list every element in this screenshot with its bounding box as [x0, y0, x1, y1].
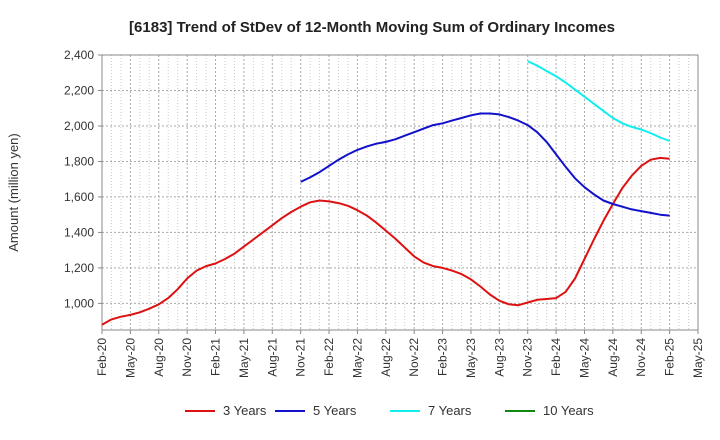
legend-item-3-years: 3 Years: [185, 403, 267, 418]
x-tick-label: Feb-21: [209, 338, 223, 376]
y-tick-label: 1,400: [64, 225, 94, 239]
y-tick-label: 2,200: [64, 83, 94, 97]
series-line-3-years: [101, 156, 670, 326]
series-lines: [101, 60, 670, 326]
plot-area: [101, 54, 699, 331]
y-tick-label: 2,000: [64, 119, 94, 133]
x-tick-label: Feb-24: [549, 338, 563, 376]
x-tick-label: Nov-23: [521, 338, 535, 377]
y-axis: 1,000 1,200 1,400 1,600 1,800 2,000 2,200 2,400: [64, 48, 102, 310]
y-tick-label: 1,600: [64, 190, 94, 204]
x-tick-label: Aug-23: [492, 338, 506, 377]
x-tick-label: Nov-20: [180, 338, 194, 377]
x-axis: Feb-20 May-20 Aug-20 Nov-20 Feb-21 May-21 Aug-…: [95, 330, 705, 378]
grid: [101, 54, 699, 330]
x-tick-label: May-22: [350, 338, 364, 378]
series-line-5-years: [300, 112, 670, 217]
x-tick-label: May-21: [237, 338, 251, 378]
y-tick-label: 2,400: [64, 48, 94, 62]
x-tick-label: Nov-24: [634, 338, 648, 377]
legend-label: 5 Years: [313, 403, 357, 418]
legend-item-5-years: 5 Years: [275, 403, 357, 418]
x-tick-label: Feb-23: [436, 338, 450, 376]
x-tick-label: May-20: [123, 338, 137, 378]
chart-title: [6183] Trend of StDev of 12-Month Moving…: [129, 19, 615, 36]
legend-label: 7 Years: [428, 403, 472, 418]
x-tick-label: Aug-24: [606, 338, 620, 377]
x-tick-label: Nov-21: [294, 338, 308, 377]
x-tick-label: Feb-22: [322, 338, 336, 376]
x-tick-label: Aug-21: [265, 338, 279, 377]
x-tick-label: May-24: [577, 338, 591, 378]
legend-label: 3 Years: [223, 403, 267, 418]
x-tick-label: Aug-20: [152, 338, 166, 377]
x-tick-label: Nov-22: [407, 338, 421, 377]
x-tick-label: Aug-22: [379, 338, 393, 377]
legend-item-10-years: 10 Years: [505, 403, 594, 418]
x-tick-label: May-25: [691, 338, 705, 378]
legend-item-7-years: 7 Years: [390, 403, 472, 418]
y-tick-label: 1,200: [64, 261, 94, 275]
x-tick-label: May-23: [464, 338, 478, 378]
x-tick-label: Feb-25: [663, 338, 677, 376]
legend: 3 Years 5 Years 7 Years 10 Years: [185, 403, 594, 418]
y-tick-label: 1,800: [64, 154, 94, 168]
series-line-7-years: [527, 60, 670, 142]
y-tick-label: 1,000: [64, 296, 94, 310]
y-axis-label: Amount (million yen): [6, 133, 21, 252]
x-tick-label: Feb-20: [95, 338, 109, 376]
legend-label: 10 Years: [543, 403, 594, 418]
